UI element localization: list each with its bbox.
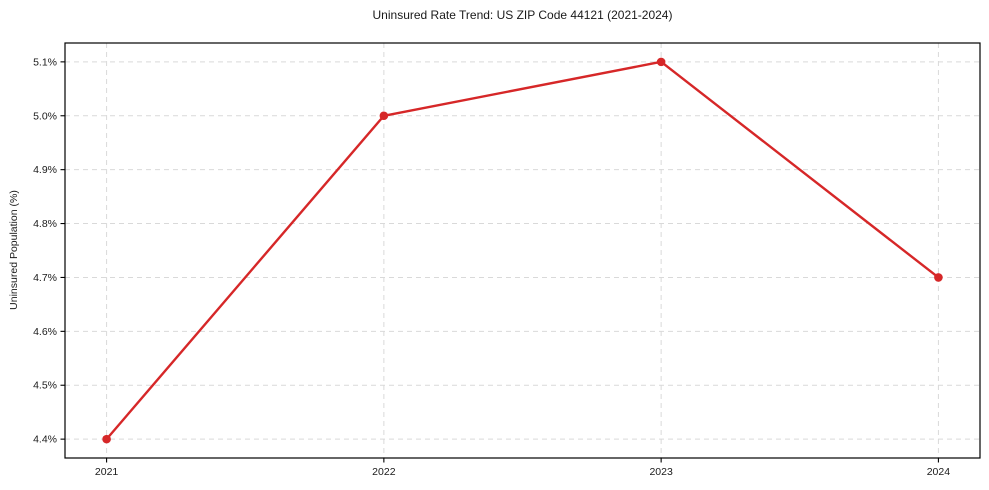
y-tick-label: 4.5% [33, 380, 57, 392]
data-point-marker [379, 111, 389, 121]
x-tick-label: 2021 [95, 466, 119, 478]
y-tick-label: 4.4% [33, 434, 57, 446]
chart-title: Uninsured Rate Trend: US ZIP Code 44121 … [372, 8, 673, 22]
x-tick-label: 2023 [649, 466, 673, 478]
data-point-marker [102, 434, 111, 444]
y-tick-label: 5.0% [33, 110, 57, 122]
x-tick-label: 2022 [372, 466, 396, 478]
data-point-marker [656, 57, 666, 67]
data-point-marker [934, 273, 943, 282]
y-tick-label: 5.1% [33, 56, 57, 68]
x-tick-label: 2024 [927, 466, 951, 478]
trend-line [105, 60, 940, 441]
y-tick-label: 4.7% [33, 272, 57, 284]
y-tick-label: 4.6% [33, 326, 57, 338]
y-tick-label: 4.8% [33, 218, 57, 230]
y-tick-label: 4.9% [33, 164, 57, 176]
plot-border [64, 42, 981, 459]
